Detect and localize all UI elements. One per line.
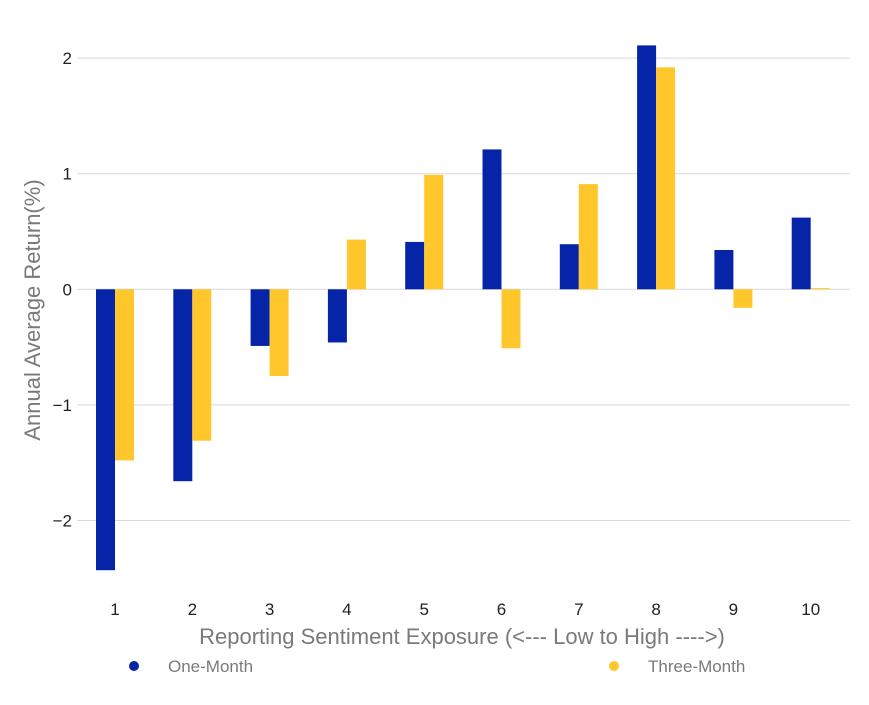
bar-one-month-9[interactable] xyxy=(714,249,734,290)
bar-one-month-3[interactable] xyxy=(250,289,270,346)
legend-marker-one-month[interactable] xyxy=(129,661,139,671)
x-tick-label: 4 xyxy=(342,600,351,619)
y-tick-label: 0 xyxy=(63,280,72,299)
bar-three-month-2[interactable] xyxy=(192,289,212,441)
bar-three-month-7[interactable] xyxy=(578,184,598,290)
x-tick-label: 3 xyxy=(265,600,274,619)
bar-three-month-1[interactable] xyxy=(115,289,134,461)
bar-three-month-9[interactable] xyxy=(733,289,753,308)
x-tick-label: 9 xyxy=(729,600,738,619)
bar-three-month-3[interactable] xyxy=(269,289,289,376)
bar-one-month-2[interactable] xyxy=(173,289,193,482)
x-tick-label: 2 xyxy=(188,600,197,619)
bar-one-month-1[interactable] xyxy=(96,289,115,571)
x-tick-label: 8 xyxy=(651,600,660,619)
bar-one-month-5[interactable] xyxy=(405,241,425,290)
bar-three-month-5[interactable] xyxy=(424,174,444,290)
y-tick-label: 1 xyxy=(63,165,72,184)
bar-three-month-10[interactable] xyxy=(810,288,830,290)
y-tick-label: −1 xyxy=(53,396,72,415)
y-tick-label: −2 xyxy=(53,512,72,531)
legend: One-Month Three-Month xyxy=(129,657,745,676)
bar-three-month-8[interactable] xyxy=(656,67,676,290)
x-axis-ticks: 1 2 3 4 5 6 7 8 9 10 xyxy=(110,600,820,619)
x-tick-label: 6 xyxy=(497,600,506,619)
y-axis-ticks: 2 1 0 −1 −2 xyxy=(53,49,72,530)
x-axis-title: Reporting Sentiment Exposure (<--- Low t… xyxy=(199,624,725,649)
bar-one-month-6[interactable] xyxy=(482,149,502,290)
y-axis-title: Annual Average Return(%) xyxy=(20,179,45,440)
x-tick-label: 5 xyxy=(419,600,428,619)
bar-three-month-4[interactable] xyxy=(346,239,366,290)
y-tick-label: 2 xyxy=(63,49,72,68)
x-tick-label: 7 xyxy=(574,600,583,619)
x-tick-label: 1 xyxy=(110,600,119,619)
bars xyxy=(96,45,830,571)
legend-marker-three-month[interactable] xyxy=(609,661,619,671)
bar-one-month-8[interactable] xyxy=(637,45,657,290)
bar-one-month-10[interactable] xyxy=(791,217,811,290)
bar-one-month-7[interactable] xyxy=(559,244,579,290)
legend-label-three-month[interactable]: Three-Month xyxy=(648,657,745,676)
legend-label-one-month[interactable]: One-Month xyxy=(168,657,253,676)
bar-three-month-6[interactable] xyxy=(501,289,521,349)
bar-one-month-4[interactable] xyxy=(327,289,347,343)
x-tick-label: 10 xyxy=(801,600,820,619)
